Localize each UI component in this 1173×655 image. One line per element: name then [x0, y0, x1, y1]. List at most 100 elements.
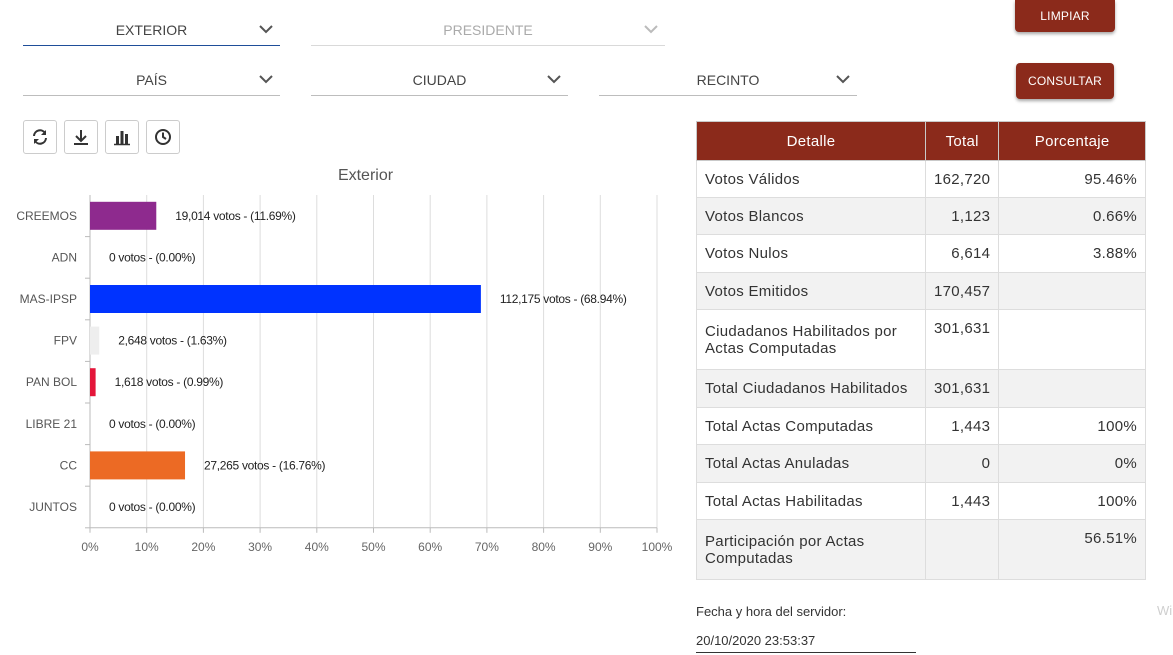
table-cell-total: 0 — [924, 444, 1000, 483]
bar-data-label: 19,014 votos - (11.69%) — [175, 209, 296, 223]
ambito-select[interactable]: EXTERIOR — [23, 14, 280, 46]
table-cell-detalle: Total Actas Computadas — [696, 407, 926, 445]
table-row: Votos Válidos 162,720 95.46% — [696, 160, 1146, 198]
consultar-button[interactable]: CONSULTAR — [1016, 63, 1114, 99]
table-cell-porcentaje: 95.46% — [998, 160, 1146, 198]
table-cell-total: 1,443 — [924, 482, 1000, 520]
chevron-down-icon — [259, 25, 273, 34]
table-row: Votos Emitidos 170,457 — [696, 272, 1146, 310]
download-button[interactable] — [64, 120, 98, 154]
table-row: Votos Blancos 1,123 0.66% — [696, 197, 1146, 235]
table-cell-total: 170,457 — [924, 272, 1000, 310]
chevron-down-icon — [644, 25, 658, 34]
table-row: Total Actas Computadas 1,443 100% — [696, 407, 1146, 445]
chart-button[interactable] — [105, 120, 139, 154]
table-cell-detalle: Total Actas Anuladas — [696, 444, 926, 483]
eleccion-select-value: PRESIDENTE — [443, 21, 533, 38]
bar-data-label: 112,175 votos - (68.94%) — [500, 292, 627, 306]
table-row: Total Actas Habilitadas 1,443 100% — [696, 482, 1146, 520]
table-cell-total: 6,614 — [924, 234, 1000, 273]
x-tick-label: 100% — [642, 540, 673, 554]
category-label: PAN BOL — [26, 375, 77, 389]
bar-data-label: 0 votos - (0.00%) — [109, 500, 196, 514]
table-cell-porcentaje: 100% — [998, 407, 1146, 445]
history-button[interactable] — [146, 120, 180, 154]
bar-data-label: 2,648 votos - (1.63%) — [118, 334, 227, 348]
category-label: LIBRE 21 — [26, 417, 78, 431]
x-tick-label: 90% — [588, 540, 612, 554]
table-cell-porcentaje: 56.51% — [998, 519, 1146, 580]
bar-chart-icon — [114, 131, 130, 146]
table-row: Total Actas Anuladas 0 0% — [696, 444, 1146, 483]
ciudad-select[interactable]: CIUDAD — [311, 64, 568, 96]
table-row: Participación por Actas Computadas 56.51% — [696, 519, 1146, 580]
eleccion-select[interactable]: PRESIDENTE — [311, 14, 665, 46]
table-cell-detalle: Votos Válidos — [696, 160, 926, 198]
table-cell-porcentaje — [998, 272, 1146, 310]
x-tick-label: 30% — [248, 540, 272, 554]
bar — [90, 326, 100, 355]
table-row: Ciudadanos Habilitados por Actas Computa… — [696, 309, 1146, 370]
bar-data-label: 1,618 votos - (0.99%) — [115, 375, 224, 389]
table-cell-detalle: Participación por Actas Computadas — [696, 519, 926, 580]
download-icon — [74, 130, 88, 145]
chevron-down-icon — [259, 75, 273, 84]
server-time-value: 20/10/2020 23:53:37 — [696, 633, 816, 648]
server-time-label: Fecha y hora del servidor: — [696, 604, 847, 619]
table-cell-porcentaje: 0% — [998, 444, 1146, 483]
table-row: Votos Nulos 6,614 3.88% — [696, 234, 1146, 273]
limpiar-button[interactable]: LIMPIAR — [1015, 0, 1115, 32]
x-tick-label: 50% — [361, 540, 385, 554]
bar — [90, 285, 481, 313]
x-tick-label: 40% — [305, 540, 329, 554]
category-label: CC — [60, 458, 78, 472]
table-cell-total: 162,720 — [924, 160, 1000, 198]
table-cell-total — [924, 519, 1000, 580]
table-cell-detalle: Total Ciudadanos Habilitados — [696, 369, 926, 408]
table-header-detalle: Detalle — [696, 121, 926, 161]
bar — [90, 368, 96, 397]
x-tick-label: 70% — [475, 540, 499, 554]
bar-data-label: 0 votos - (0.00%) — [109, 250, 196, 264]
category-label: MAS-IPSP — [20, 292, 77, 306]
x-tick-label: 20% — [191, 540, 215, 554]
table-cell-total: 301,631 — [924, 309, 1000, 370]
table-cell-detalle: Votos Nulos — [696, 234, 926, 273]
chart-title: Exterior — [338, 167, 394, 184]
x-tick-label: 0% — [81, 540, 99, 554]
results-table: Detalle Total Porcentaje Votos Válidos 16… — [696, 121, 1146, 580]
x-tick-label: 10% — [135, 540, 159, 554]
recinto-select[interactable]: RECINTO — [599, 64, 857, 96]
ciudad-select-value: CIUDAD — [412, 71, 467, 88]
table-cell-detalle: Votos Blancos — [696, 197, 926, 235]
chevron-down-icon — [836, 75, 850, 84]
refresh-button[interactable] — [23, 120, 57, 154]
category-label: ADN — [52, 250, 77, 264]
category-label: JUNTOS — [29, 500, 77, 514]
pais-select[interactable]: PAÍS — [23, 64, 280, 96]
table-cell-porcentaje — [998, 309, 1146, 370]
table-cell-total: 1,123 — [924, 197, 1000, 235]
table-cell-porcentaje — [998, 369, 1146, 408]
edge-text: Wi — [1157, 603, 1173, 618]
clock-icon — [155, 129, 171, 145]
bar — [90, 451, 186, 480]
x-tick-label: 60% — [418, 540, 442, 554]
pais-select-value: PAÍS — [136, 71, 167, 88]
table-cell-detalle: Total Actas Habilitadas — [696, 482, 926, 520]
table-cell-porcentaje: 100% — [998, 482, 1146, 520]
divider — [696, 652, 916, 653]
table-header-total: Total — [924, 121, 1000, 161]
table-cell-total: 1,443 — [924, 407, 1000, 445]
category-label: FPV — [54, 334, 77, 348]
table-cell-porcentaje: 0.66% — [998, 197, 1146, 235]
table-cell-total: 301,631 — [924, 369, 1000, 408]
bar — [90, 201, 157, 230]
table-cell-detalle: Ciudadanos Habilitados por Actas Computa… — [696, 309, 926, 370]
recinto-select-value: RECINTO — [696, 71, 760, 88]
x-tick-label: 80% — [532, 540, 556, 554]
refresh-icon — [33, 129, 47, 145]
table-cell-detalle: Votos Emitidos — [696, 272, 926, 310]
ambito-select-value: EXTERIOR — [115, 21, 188, 38]
category-label: CREEMOS — [16, 209, 77, 223]
